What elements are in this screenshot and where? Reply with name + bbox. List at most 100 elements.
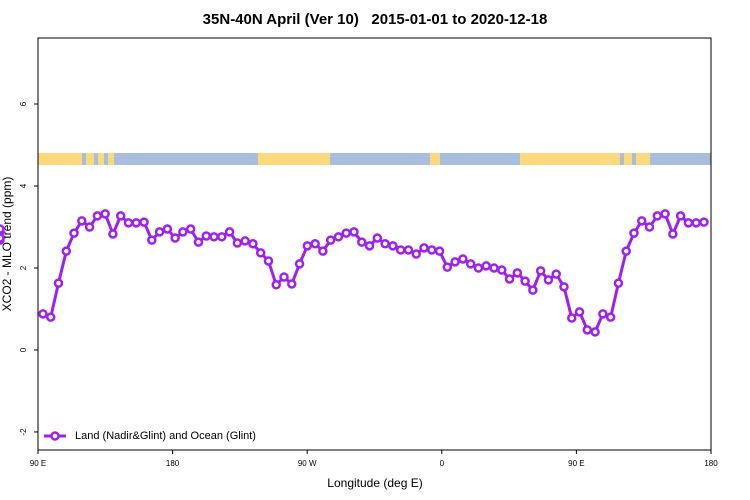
- point: [0, 224, 5, 234]
- plot-frame: [37, 37, 712, 451]
- point: [543, 275, 554, 285]
- point: [427, 245, 437, 255]
- point: [201, 231, 211, 241]
- point: [217, 232, 227, 242]
- point: [279, 272, 289, 282]
- point: [512, 268, 523, 278]
- point: [108, 229, 118, 239]
- point: [520, 276, 530, 286]
- point: [574, 307, 585, 317]
- point: [178, 227, 188, 237]
- point: [497, 265, 507, 275]
- point: [302, 241, 313, 251]
- x-tick-label: 0: [440, 459, 445, 468]
- point: [61, 246, 72, 256]
- point: [287, 279, 297, 289]
- point: [349, 227, 359, 237]
- point: [388, 241, 398, 251]
- point: [232, 238, 243, 248]
- point: [372, 233, 383, 243]
- x-tick-label: 180: [704, 459, 718, 468]
- point: [528, 285, 538, 295]
- x-tick-label: 180: [166, 459, 180, 468]
- point: [629, 228, 639, 238]
- point: [271, 280, 281, 290]
- point: [139, 217, 149, 227]
- point: [318, 246, 328, 256]
- point: [551, 269, 561, 279]
- point: [77, 216, 87, 226]
- point: [69, 228, 79, 238]
- point: [154, 227, 165, 237]
- point: [644, 222, 655, 232]
- point: [263, 256, 274, 266]
- point: [123, 218, 134, 228]
- point: [240, 236, 250, 246]
- point: [699, 217, 709, 227]
- point: [675, 211, 686, 221]
- point: [255, 248, 266, 258]
- point: [590, 327, 600, 337]
- point: [403, 245, 414, 255]
- point: [442, 262, 453, 272]
- y-tick-label: 0: [19, 347, 28, 352]
- point: [341, 228, 351, 238]
- y-tick-label: 6: [19, 101, 28, 106]
- point: [605, 312, 616, 322]
- point: [637, 216, 647, 226]
- land-ocean-band: [38, 153, 711, 165]
- point: [170, 233, 180, 243]
- point: [419, 243, 429, 253]
- point: [364, 241, 375, 251]
- point: [691, 218, 701, 228]
- legend-label: Land (Nadir&Glint) and Ocean (Glint): [75, 430, 256, 442]
- point: [434, 246, 445, 256]
- point: [0, 233, 5, 243]
- point: [357, 237, 367, 247]
- point: [209, 232, 219, 242]
- y-tick-label: -2: [19, 428, 28, 436]
- point: [325, 235, 336, 245]
- point: [668, 229, 678, 239]
- point: [450, 257, 460, 267]
- point: [660, 209, 670, 219]
- point: [310, 239, 320, 249]
- point: [613, 278, 624, 288]
- point: [53, 278, 64, 288]
- point: [248, 239, 258, 249]
- point: [185, 224, 196, 234]
- point: [147, 235, 157, 245]
- x-axis-label: Longitude (deg E): [327, 476, 422, 490]
- point: [131, 218, 142, 228]
- point: [395, 245, 406, 255]
- point: [411, 249, 421, 259]
- point: [473, 263, 484, 273]
- point: [115, 211, 126, 221]
- point: [567, 313, 577, 323]
- point: [38, 309, 48, 319]
- chart-title: 35N-40N April (Ver 10) 2015-01-01 to 202…: [203, 11, 548, 28]
- point: [559, 282, 569, 292]
- point: [535, 266, 546, 276]
- point: [683, 218, 694, 228]
- point: [45, 312, 56, 322]
- point: [621, 246, 631, 256]
- point: [652, 211, 663, 221]
- point: [84, 222, 95, 232]
- point: [162, 224, 173, 234]
- legend-marker: [50, 431, 60, 441]
- point: [489, 263, 499, 273]
- point: [294, 259, 305, 269]
- point: [582, 325, 593, 335]
- point: [458, 254, 468, 264]
- point: [92, 211, 103, 221]
- point: [481, 261, 491, 271]
- point: [598, 309, 608, 319]
- y-axis-label: XCO2 - MLO trend (ppm): [0, 177, 14, 312]
- point: [224, 227, 235, 237]
- point: [465, 259, 476, 269]
- y-tick-label: 2: [19, 265, 28, 270]
- point: [193, 237, 204, 247]
- y-tick-label: 4: [19, 183, 28, 188]
